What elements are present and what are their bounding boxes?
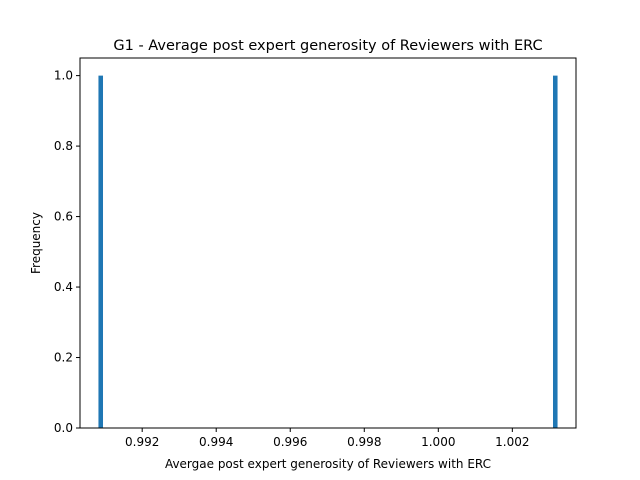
histogram-bar-2 <box>552 75 558 428</box>
y-tick-label: 0.4 <box>54 280 73 294</box>
y-axis-label: Frequency <box>29 212 43 274</box>
y-tick-label: 0.0 <box>54 421 73 435</box>
x-axis-label: Avergae post expert generosity of Review… <box>165 457 491 471</box>
bars-group <box>98 75 558 428</box>
y-tick-label: 0.8 <box>54 139 73 153</box>
y-tick-label: 1.0 <box>54 69 73 83</box>
x-tick-label: 0.994 <box>199 435 233 449</box>
y-tick-label: 0.2 <box>54 351 73 365</box>
x-tick-label: 0.992 <box>125 435 159 449</box>
y-tick-label: 0.6 <box>54 210 73 224</box>
x-tick-label: 0.996 <box>273 435 307 449</box>
chart-title: G1 - Average post expert generosity of R… <box>113 38 542 54</box>
histogram-bar-1 <box>98 75 104 428</box>
x-ticks-group: 0.992 0.994 0.996 0.998 1.000 1.002 <box>125 428 530 449</box>
x-tick-label: 0.998 <box>347 435 381 449</box>
x-tick-label: 1.002 <box>495 435 529 449</box>
x-tick-label: 1.000 <box>421 435 455 449</box>
y-ticks-group: 0.0 0.2 0.4 0.6 0.8 1.0 <box>54 69 80 435</box>
axes-frame <box>79 57 577 429</box>
